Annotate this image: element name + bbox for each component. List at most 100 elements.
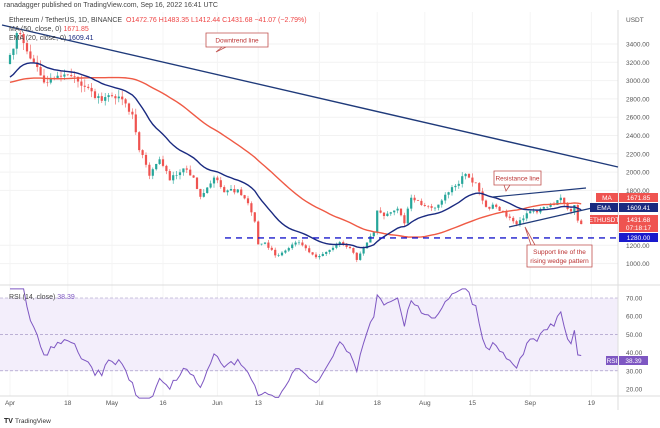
candle-body bbox=[97, 96, 100, 98]
candle-body bbox=[457, 183, 460, 186]
candle-body bbox=[403, 215, 406, 224]
candle-body bbox=[229, 188, 233, 191]
ma-price-tag: MA 1671.85 bbox=[596, 193, 658, 202]
price-tick-label: 1800.00 bbox=[626, 188, 650, 195]
candle-body bbox=[107, 95, 110, 98]
svg-text:1431.68: 1431.68 bbox=[627, 217, 651, 224]
candle-body bbox=[471, 177, 474, 183]
rsi-tick-label: 70.00 bbox=[626, 296, 643, 303]
candle-body bbox=[223, 187, 226, 193]
candle-body bbox=[19, 33, 22, 35]
candles bbox=[8, 29, 583, 263]
candle-body bbox=[267, 242, 270, 248]
candle-body bbox=[423, 205, 426, 206]
candle-body bbox=[321, 253, 324, 257]
candle-body bbox=[481, 191, 484, 201]
candle-body bbox=[260, 243, 263, 245]
wedge-support-line[interactable] bbox=[508, 207, 593, 228]
svg-text:Resistance line: Resistance line bbox=[495, 176, 539, 183]
candle-body bbox=[484, 200, 488, 207]
candle-body bbox=[39, 67, 42, 76]
time-tick-label: Jul bbox=[315, 400, 324, 407]
downtrend-line[interactable] bbox=[1, 24, 619, 168]
candle-body bbox=[195, 177, 199, 189]
candle-body bbox=[331, 247, 335, 250]
rsi-legend-value: 38.39 bbox=[57, 294, 75, 301]
candle-body bbox=[8, 54, 12, 64]
ma-legend-value: 1671.85 bbox=[63, 26, 89, 33]
candle-body bbox=[382, 212, 386, 217]
candle-body bbox=[478, 183, 481, 192]
price-tick-label: 2000.00 bbox=[626, 170, 650, 177]
candle-body bbox=[444, 194, 447, 201]
candle-body bbox=[270, 247, 273, 250]
resistance-annotation[interactable]: Resistance line bbox=[493, 170, 542, 192]
candle-body bbox=[59, 75, 63, 77]
ma-legend[interactable]: MA (50, close, 0) 1671.85 bbox=[9, 26, 89, 33]
candle-body bbox=[66, 74, 69, 76]
last-price-tag: ETHUSDT 1431.68 07:18:17 bbox=[589, 215, 658, 232]
candle-body bbox=[393, 210, 396, 213]
candle-body bbox=[243, 195, 246, 199]
ema-legend-label: EMA (20, close, 0) bbox=[9, 35, 67, 42]
candle-body bbox=[379, 210, 382, 213]
candle-body bbox=[22, 34, 25, 44]
candle-body bbox=[498, 206, 501, 211]
rsi-legend[interactable]: RSI (14, close) 38.39 bbox=[9, 294, 75, 301]
support-annotation[interactable]: Support line of the rising wedge pattern bbox=[524, 226, 593, 268]
price-tick-label: 2200.00 bbox=[626, 151, 650, 158]
candle-body bbox=[257, 221, 260, 245]
candle-body bbox=[199, 188, 202, 197]
candle-body bbox=[413, 197, 416, 201]
candle-body bbox=[304, 245, 307, 249]
candle-body bbox=[416, 200, 420, 201]
time-tick-label: 13 bbox=[255, 400, 263, 407]
svg-text:MA: MA bbox=[602, 195, 612, 202]
candle-body bbox=[297, 242, 301, 244]
tradingview-logo[interactable]: TV TradingView bbox=[4, 418, 51, 425]
candle-body bbox=[206, 187, 209, 193]
candle-body bbox=[219, 180, 222, 188]
candle-body bbox=[189, 169, 192, 176]
ema-price-tag: EMA 1609.41 bbox=[590, 203, 658, 212]
time-tick-label: 16 bbox=[159, 400, 167, 407]
downtrend-annotation[interactable]: Downtrend line bbox=[205, 32, 269, 53]
resistance-line[interactable] bbox=[492, 187, 587, 198]
candle-body bbox=[185, 168, 188, 170]
candle-body bbox=[454, 185, 457, 188]
rsi-tick-label: 40.00 bbox=[626, 350, 643, 357]
rsi-line bbox=[10, 288, 582, 399]
candle-body bbox=[335, 244, 338, 248]
candle-body bbox=[182, 168, 185, 173]
candle-body bbox=[274, 249, 277, 256]
candle-body bbox=[246, 198, 250, 204]
candle-body bbox=[491, 204, 494, 209]
candle-body bbox=[121, 96, 124, 100]
svg-text:Support line of the: Support line of the bbox=[533, 249, 586, 256]
ema-legend[interactable]: EMA (20, close, 0) 1609.41 bbox=[9, 35, 93, 42]
candle-body bbox=[240, 189, 243, 196]
symbol-name[interactable]: Ethereum / TetherUS, 1D, BINANCE bbox=[9, 17, 123, 24]
svg-text:ETHUSDT: ETHUSDT bbox=[589, 217, 620, 224]
candle-body bbox=[430, 206, 433, 208]
candle-body bbox=[518, 220, 522, 225]
candle-body bbox=[461, 176, 464, 184]
candle-body bbox=[522, 218, 525, 221]
candle-body bbox=[396, 208, 399, 211]
candle-body bbox=[134, 114, 137, 133]
candle-body bbox=[532, 211, 535, 212]
candle-body bbox=[104, 97, 107, 101]
svg-text:TV: TV bbox=[4, 418, 13, 425]
candle-body bbox=[284, 250, 287, 253]
candle-body bbox=[124, 99, 127, 104]
ema-legend-value: 1609.41 bbox=[68, 35, 94, 42]
rsi-tick-label: 60.00 bbox=[626, 314, 643, 321]
ohlc-change: −41.07 (−2.79%) bbox=[254, 17, 307, 24]
rsi-tick-label: 20.00 bbox=[626, 387, 643, 394]
candle-body bbox=[131, 111, 134, 115]
candle-body bbox=[87, 86, 90, 88]
time-tick-label: Sep bbox=[524, 400, 536, 407]
candle-body bbox=[505, 211, 508, 217]
price-tick-label: 3200.00 bbox=[626, 60, 650, 67]
